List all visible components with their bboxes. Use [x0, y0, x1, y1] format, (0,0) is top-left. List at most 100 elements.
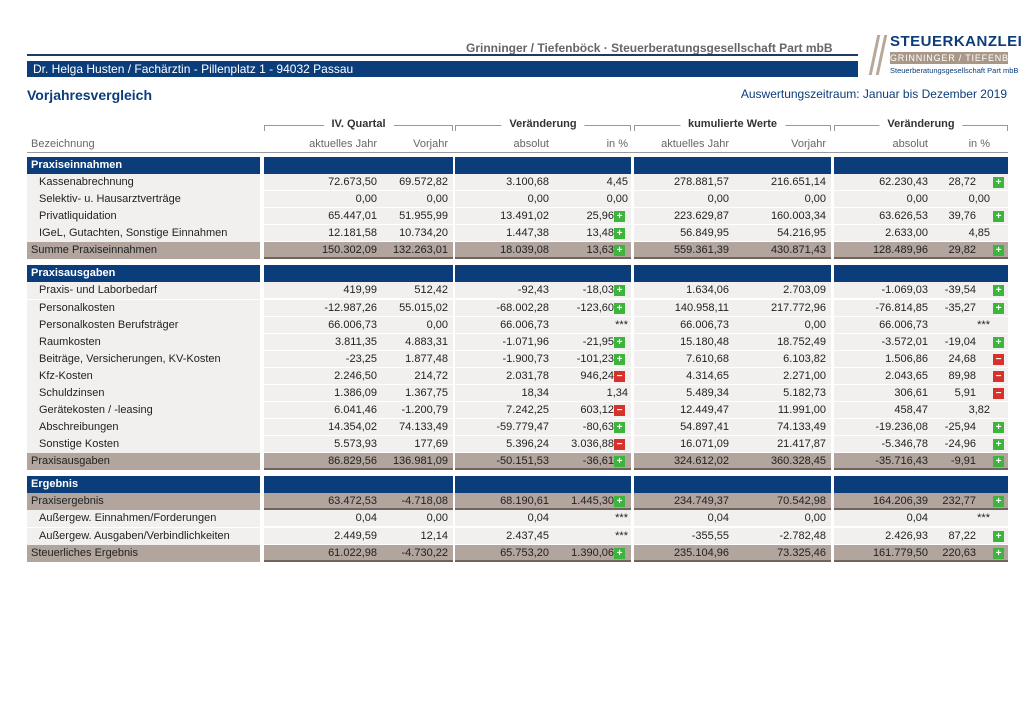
value-cell: 69.572,82 [399, 176, 448, 188]
column-block [455, 157, 631, 174]
column-block [455, 282, 631, 299]
row-label: Praxisausgaben [27, 265, 260, 283]
value-cell: 3,82 [968, 404, 990, 417]
column-block [264, 402, 453, 419]
value-cell: *** [615, 529, 628, 542]
value-cell: 12.181,58 [328, 227, 377, 240]
column-block [834, 476, 1008, 494]
column-block [834, 419, 1008, 436]
value-cell: 66.006,73 [328, 318, 377, 331]
value-cell: -50.151,53 [496, 455, 549, 468]
column-block [455, 436, 631, 453]
column-block [634, 527, 831, 544]
value-cell: 419,99 [343, 284, 377, 297]
value-cell: 68.190,61 [500, 495, 549, 508]
value-cell: 140.958,11 [674, 301, 729, 314]
value-cell: 5.573,93 [334, 438, 377, 451]
column-block [455, 242, 631, 260]
value-cell: 0,04 [906, 512, 928, 525]
value-cell: 13,48 [586, 227, 614, 240]
column-block [264, 527, 453, 544]
value-cell: 21.417,87 [777, 438, 826, 451]
logo-tagline: Steuerberatungsgesellschaft Part mbB [890, 66, 1019, 75]
column-block [455, 333, 631, 350]
plus-icon: + [614, 228, 625, 240]
value-cell: 2.449,59 [334, 529, 377, 542]
value-cell: 18.039,08 [500, 244, 549, 257]
value-cell: 55.015,02 [399, 301, 448, 314]
row-label: Sonstige Kosten [27, 436, 260, 454]
column-block [634, 242, 831, 260]
column-block [634, 544, 831, 562]
plus-icon: + [993, 211, 1004, 223]
table-row: Beiträge, Versicherungen, KV-Kosten -23,2… [27, 350, 1008, 368]
value-cell: 458,47 [894, 404, 928, 417]
value-cell: -23,25 [345, 352, 377, 365]
header-divider [27, 152, 1008, 153]
row-label: Kfz-Kosten [27, 367, 260, 385]
row-label: Privatliquidation [27, 208, 260, 226]
firm-logo: STEUERKANZLEI GRINNINGER / TIEFENBÖCK St… [868, 33, 1024, 79]
minus-icon: − [614, 439, 625, 451]
value-cell: -4.730,22 [401, 546, 448, 559]
column-header-2: absolut [513, 138, 549, 150]
value-cell: 4,85 [968, 227, 990, 240]
value-cell: 0,00 [906, 193, 928, 206]
column-block [834, 299, 1008, 316]
value-cell: 4,45 [606, 176, 628, 188]
value-cell: 2.246,50 [334, 369, 377, 382]
header-rule [27, 54, 858, 56]
value-cell: 0,00 [426, 512, 448, 525]
column-block [834, 191, 1008, 208]
value-cell: -80,63 [582, 421, 614, 434]
plus-icon: + [993, 422, 1004, 434]
summary-row: Summe Praxiseinnahmen 150.302,09 132.263,0… [27, 242, 1008, 260]
value-cell: 2.031,78 [506, 369, 549, 382]
column-block [634, 510, 831, 527]
minus-icon: − [993, 388, 1004, 399]
value-cell: -76.814,85 [875, 301, 928, 314]
column-block [834, 436, 1008, 453]
table-row: IGeL, Gutachten, Sonstige Einnahmen 12.18… [27, 225, 1008, 243]
column-block [834, 402, 1008, 419]
value-cell: 7.242,25 [506, 404, 549, 417]
plus-icon: + [614, 285, 625, 297]
row-label: Abschreibungen [27, 419, 260, 437]
value-cell: 1.390,06 [571, 546, 614, 559]
column-header-6: absolut [892, 138, 928, 150]
value-cell: *** [977, 512, 990, 525]
value-cell: 6.103,82 [783, 352, 826, 365]
value-cell: 0,00 [527, 193, 549, 206]
column-block [264, 333, 453, 350]
column-block [264, 265, 453, 283]
row-label: Selektiv- u. Hausarztverträge [27, 191, 260, 209]
value-cell: 2.271,00 [783, 369, 826, 382]
row-label: Gerätekosten / -leasing [27, 402, 260, 420]
section-header: Ergebnis [27, 476, 1008, 494]
plus-icon: + [993, 439, 1004, 451]
column-block [455, 544, 631, 562]
minus-icon: − [993, 370, 1004, 382]
column-block [834, 493, 1008, 511]
plus-icon: + [993, 302, 1004, 314]
row-label: Außergew. Ausgaben/Verbindlichkeiten [27, 527, 260, 545]
column-block [834, 208, 1008, 225]
value-cell: 3.811,35 [334, 335, 377, 348]
value-cell: 56.849,95 [680, 227, 729, 240]
value-cell: 13,63 [586, 244, 614, 257]
plus-icon: + [993, 336, 1004, 348]
column-block [264, 367, 453, 384]
value-cell: -92,43 [517, 284, 549, 297]
table-row: Außergew. Einnahmen/Forderungen 0,04 0,00 0… [27, 510, 1008, 528]
value-cell: -1.900,73 [502, 352, 549, 365]
column-block [634, 436, 831, 453]
logo-bars-icon [868, 35, 888, 75]
value-cell: 128.489,96 [872, 244, 928, 257]
value-cell: 324.612,02 [673, 455, 729, 468]
value-cell: 86.829,56 [328, 455, 377, 468]
value-cell: 1.506,86 [885, 352, 928, 365]
row-label: Personalkosten Berufsträger [27, 316, 260, 334]
value-cell: -1.200,79 [401, 404, 448, 417]
column-block [634, 316, 831, 333]
value-cell: -21,95 [582, 335, 614, 348]
